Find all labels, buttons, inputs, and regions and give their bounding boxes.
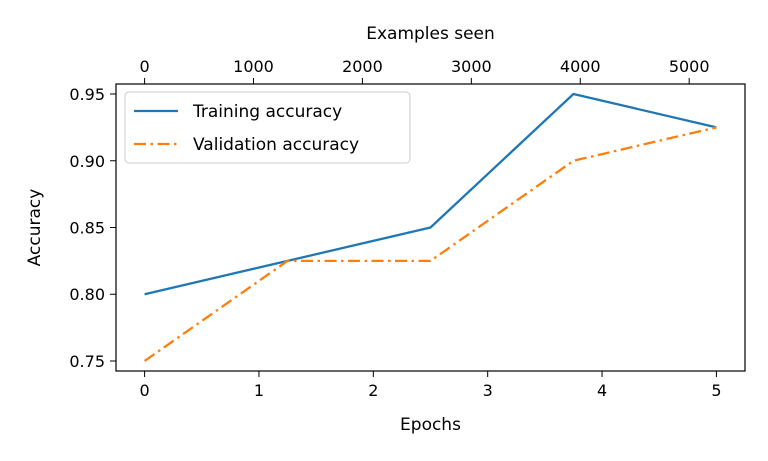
legend: Training accuracy Validation accuracy xyxy=(124,91,411,164)
x-tick-label: 1 xyxy=(254,381,264,400)
x-tick-label: 3 xyxy=(483,381,493,400)
top-axis-title: Examples seen xyxy=(366,24,495,44)
top-tick-label: 4000 xyxy=(560,57,601,76)
top-axis-ticks: 0 1000 2000 3000 4000 5000 xyxy=(139,57,710,84)
x-tick-label: 2 xyxy=(368,381,378,400)
series-layer xyxy=(143,92,717,362)
y-tick-label: 0.95 xyxy=(69,85,105,104)
y-tick-label: 0.85 xyxy=(69,219,105,238)
validation-accuracy-line xyxy=(143,126,717,362)
y-axis-title: Accuracy xyxy=(25,189,45,267)
y-tick-label: 0.75 xyxy=(69,352,105,371)
top-tick-label: 2000 xyxy=(342,57,383,76)
x-axis-title: Epochs xyxy=(400,415,461,435)
training-accuracy-line xyxy=(144,92,717,296)
x-tick-label: 5 xyxy=(711,381,721,400)
legend-box xyxy=(124,91,411,164)
x-tick-label: 4 xyxy=(597,381,607,400)
top-tick-label: 5000 xyxy=(669,57,710,76)
x-tick-label: 0 xyxy=(139,381,149,400)
x-axis-ticks: 0 1 2 3 4 5 xyxy=(139,371,722,400)
y-tick-label: 0.90 xyxy=(69,152,105,171)
y-axis-ticks: 0.75 0.80 0.85 0.90 0.95 xyxy=(69,85,116,371)
y-tick-label: 0.80 xyxy=(69,285,105,304)
legend-label: Training accuracy xyxy=(192,102,342,122)
top-tick-label: 1000 xyxy=(233,57,274,76)
legend-label: Validation accuracy xyxy=(193,135,359,155)
top-tick-label: 0 xyxy=(139,57,149,76)
top-tick-label: 3000 xyxy=(451,57,492,76)
